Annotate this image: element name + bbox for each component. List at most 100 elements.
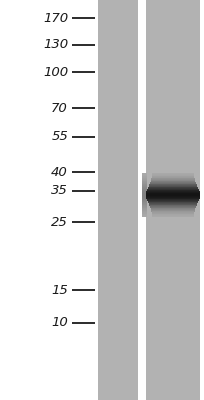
Bar <box>149 184 197 186</box>
Bar <box>150 205 196 206</box>
Bar <box>142 204 147 206</box>
Bar <box>147 189 199 190</box>
Bar <box>151 210 195 211</box>
Bar <box>142 202 147 203</box>
Bar <box>146 191 200 192</box>
Bar <box>142 181 147 182</box>
Text: 70: 70 <box>51 102 68 114</box>
Bar <box>142 201 147 202</box>
Text: 35: 35 <box>51 184 68 198</box>
Bar <box>150 207 196 208</box>
Bar <box>149 204 197 205</box>
Bar <box>149 204 197 206</box>
Bar <box>142 206 147 207</box>
Bar <box>142 174 147 175</box>
Bar <box>147 190 199 191</box>
Bar <box>152 174 194 175</box>
Bar <box>142 190 147 191</box>
Bar <box>146 195 200 196</box>
Bar <box>151 209 195 210</box>
Bar <box>142 200 147 201</box>
Bar <box>98 0 138 400</box>
Text: 170: 170 <box>43 12 68 24</box>
Bar <box>142 175 147 176</box>
Text: 10: 10 <box>51 316 68 330</box>
Bar <box>146 194 200 195</box>
Bar <box>146 197 200 198</box>
Bar <box>148 187 198 188</box>
Bar <box>146 198 200 199</box>
Bar <box>146 192 200 193</box>
Bar <box>142 191 147 192</box>
Bar <box>142 205 147 206</box>
Bar <box>151 208 195 209</box>
Bar <box>152 215 194 216</box>
Bar <box>142 180 147 181</box>
Bar <box>142 179 147 180</box>
Bar <box>152 214 194 215</box>
Bar <box>142 185 147 186</box>
Bar <box>142 189 147 190</box>
Bar <box>146 196 200 197</box>
Bar <box>142 203 147 204</box>
Bar <box>147 190 199 191</box>
Text: 15: 15 <box>51 284 68 296</box>
Bar <box>150 184 196 185</box>
Bar <box>147 200 199 201</box>
Bar <box>142 192 147 193</box>
Bar <box>142 184 147 186</box>
Bar <box>146 193 200 194</box>
Bar <box>147 188 198 189</box>
Bar <box>152 216 194 217</box>
Bar <box>142 215 147 216</box>
Text: 100: 100 <box>43 66 68 78</box>
Bar <box>152 172 194 174</box>
Bar <box>142 173 147 174</box>
Bar <box>142 210 147 212</box>
Bar <box>142 172 147 174</box>
Bar <box>142 178 147 180</box>
Bar <box>147 201 198 202</box>
Bar <box>152 173 194 174</box>
Bar <box>142 197 147 198</box>
Bar <box>142 209 147 210</box>
Bar <box>142 193 147 194</box>
Bar <box>151 178 195 180</box>
Bar <box>142 190 147 191</box>
Text: 130: 130 <box>43 38 68 52</box>
Bar <box>149 185 197 186</box>
Bar <box>142 194 147 195</box>
Bar <box>142 183 147 184</box>
Bar <box>142 214 147 215</box>
Bar <box>142 208 147 209</box>
Bar <box>149 186 197 187</box>
Bar <box>152 177 194 178</box>
Bar <box>142 207 147 208</box>
Bar <box>150 206 196 207</box>
Bar <box>151 180 195 181</box>
Bar <box>152 176 194 177</box>
Bar <box>142 177 147 178</box>
Bar <box>142 204 147 205</box>
Bar <box>147 199 199 200</box>
Bar <box>142 195 147 196</box>
Bar <box>142 188 147 189</box>
Bar <box>151 181 195 182</box>
Bar <box>148 202 198 203</box>
Bar <box>142 216 147 218</box>
Bar <box>152 178 194 179</box>
Text: 25: 25 <box>51 216 68 228</box>
Bar <box>142 199 147 200</box>
Bar <box>142 184 147 185</box>
Bar <box>142 176 147 177</box>
Bar <box>147 199 199 200</box>
Bar <box>142 212 147 213</box>
Bar <box>142 182 147 183</box>
Bar <box>146 0 200 400</box>
Bar <box>142 196 147 197</box>
Bar <box>142 187 147 188</box>
Bar <box>142 186 147 187</box>
Bar <box>152 212 194 213</box>
Bar <box>152 216 194 218</box>
Text: 40: 40 <box>51 166 68 178</box>
